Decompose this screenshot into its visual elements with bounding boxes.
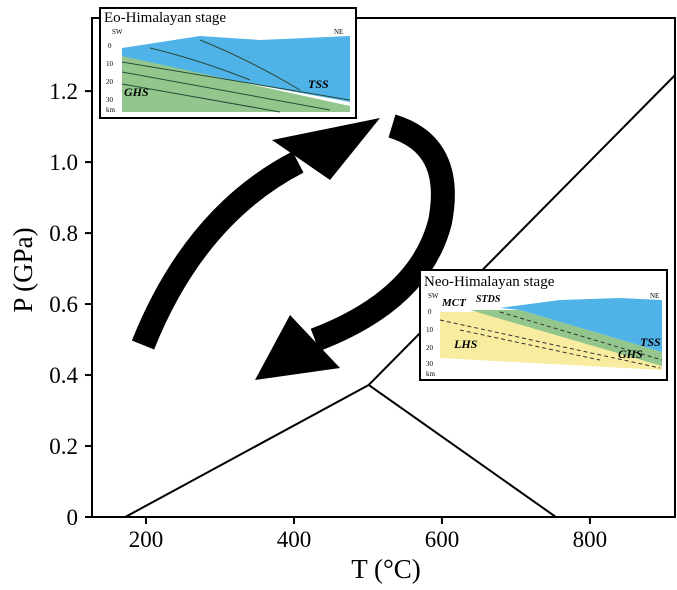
- y-axis-title: P (GPa): [8, 227, 38, 312]
- structure-lines: [121, 39, 351, 113]
- depth-label: 10: [106, 60, 114, 68]
- unit-label: TSS: [308, 77, 329, 91]
- inset-title: Neo-Himalayan stage: [424, 274, 555, 290]
- retrograde-arrow: [310, 114, 455, 352]
- depth-label: 10: [426, 326, 434, 334]
- unit-label: LHS: [453, 337, 478, 351]
- y-tick-label: 0.6: [49, 292, 78, 317]
- inset-label: NE: [334, 28, 343, 36]
- phase-boundary: [368, 384, 557, 518]
- y-tick-label: 0.2: [49, 434, 78, 459]
- depth-label: 0: [108, 42, 112, 50]
- arrow-head: [255, 315, 340, 380]
- y-tick-label: 0.8: [49, 221, 78, 246]
- tss-body: [500, 298, 662, 352]
- unit-label: GHS: [618, 347, 643, 361]
- prograde-arrow: [131, 151, 304, 350]
- unit-label: GHS: [124, 85, 149, 99]
- phase-boundary: [124, 384, 370, 518]
- neo-inset: Neo-Himalayan stage SW NE 0 10 20 30 km …: [419, 269, 668, 381]
- x-tick-label: 600: [425, 527, 460, 552]
- arrow-head: [272, 118, 380, 180]
- depth-label: 20: [106, 78, 114, 86]
- x-axis-title: T (°C): [351, 554, 421, 584]
- inset-label: NE: [650, 292, 659, 300]
- unit-label: STDS: [476, 294, 501, 305]
- ghs-body: [122, 56, 350, 112]
- depth-unit: km: [426, 370, 436, 378]
- unit-label: MCT: [441, 297, 467, 309]
- y-tick-label: 1.2: [49, 79, 78, 104]
- unit-label: TSS: [640, 335, 661, 349]
- structure-lines: [439, 311, 663, 369]
- y-tick-label: 0: [67, 505, 79, 530]
- inset-label: SW: [112, 28, 123, 36]
- inset-title: Eo-Himalayan stage: [104, 10, 226, 26]
- y-tick-label: 0.4: [49, 363, 78, 388]
- depth-unit: km: [106, 106, 116, 114]
- y-tick-label: 1.0: [49, 150, 78, 175]
- ghs-body: [470, 310, 662, 366]
- depth-label: 30: [106, 96, 114, 104]
- depth-label: 0: [428, 308, 432, 316]
- inset-label: SW: [428, 292, 439, 300]
- depth-label: 30: [426, 360, 434, 368]
- x-tick-label: 400: [277, 527, 312, 552]
- x-tick-label: 200: [129, 527, 164, 552]
- pt-path: [131, 114, 455, 380]
- x-tick-label: 800: [573, 527, 608, 552]
- depth-label: 20: [426, 344, 434, 352]
- plot-frame: [91, 17, 676, 518]
- eo-inset: Eo-Himalayan stage SW NE 0 10 20 30 km G…: [99, 7, 357, 119]
- lhs-body: [440, 312, 662, 370]
